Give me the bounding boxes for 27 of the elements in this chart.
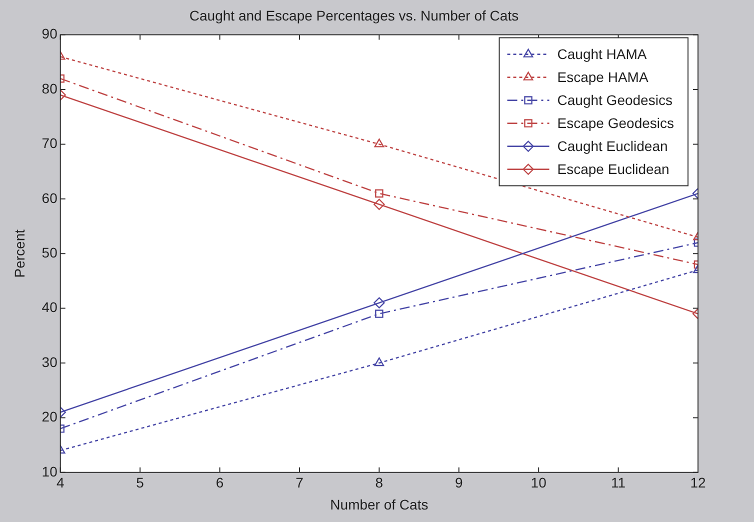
x-axis-title: Number of Cats <box>330 496 428 512</box>
y-tick-label: 10 <box>42 463 58 480</box>
y-tick-label: 80 <box>42 80 58 96</box>
x-tick-label: 8 <box>375 474 384 491</box>
legend-label: Caught Euclidean <box>557 138 668 154</box>
legend-label: Escape Euclidean <box>557 161 670 178</box>
x-tick-label: 10 <box>530 474 547 491</box>
legend-label: Escape Geodesics <box>557 115 674 132</box>
y-tick-label: 90 <box>42 26 58 42</box>
y-tick-label: 30 <box>42 354 58 370</box>
chart-title: Caught and Escape Percentages vs. Number of Cats <box>189 7 519 24</box>
y-tick-label: 70 <box>42 135 58 152</box>
x-tick-label: 5 <box>136 474 144 491</box>
legend-label: Caught Geodesics <box>557 92 672 108</box>
x-tick-label: 11 <box>611 474 626 491</box>
y-tick-label: 20 <box>42 408 58 425</box>
legend-label: Escape HAMA <box>557 69 649 86</box>
x-tick-label: 6 <box>216 474 224 491</box>
legend-label: Caught HAMA <box>557 46 648 62</box>
y-axis-title: Percent <box>11 229 28 278</box>
y-tick-label: 50 <box>42 244 58 260</box>
x-tick-label: 9 <box>454 474 463 491</box>
y-tick-label: 40 <box>42 299 58 316</box>
x-tick-label: 4 <box>56 474 64 491</box>
x-tick-label: 7 <box>296 474 304 491</box>
y-tick-label: 60 <box>42 190 58 206</box>
x-tick-label: 12 <box>690 474 706 491</box>
